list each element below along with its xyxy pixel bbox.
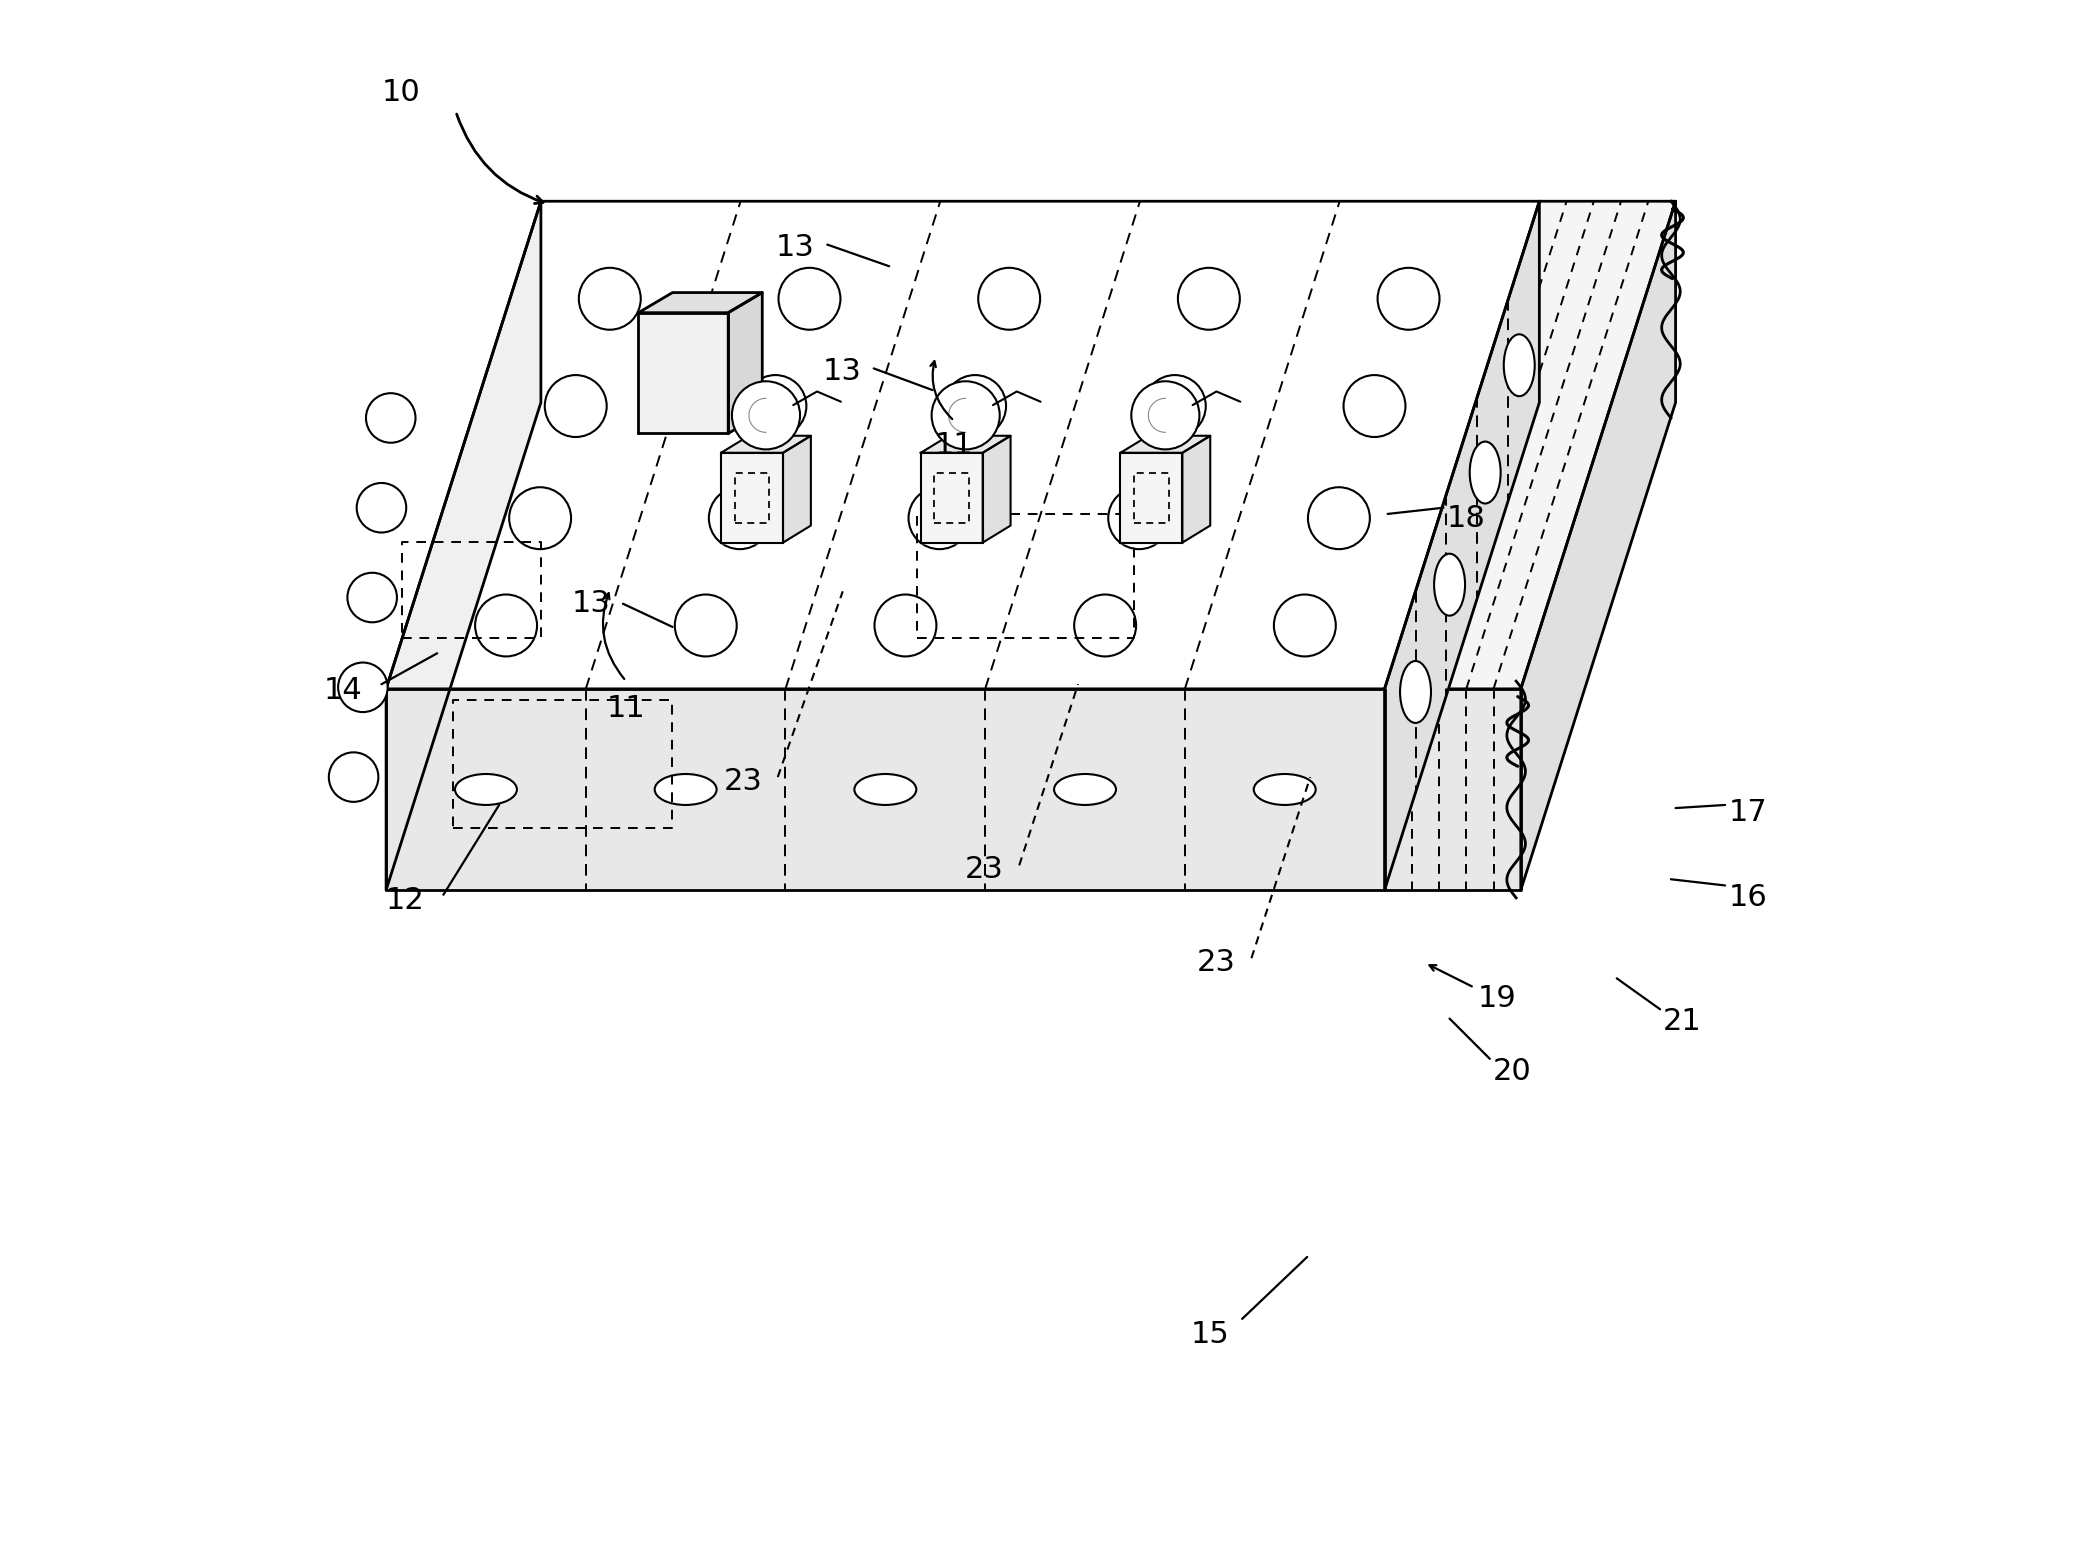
Ellipse shape [656,774,716,805]
Text: 13: 13 [777,234,814,262]
Ellipse shape [1434,554,1466,616]
Polygon shape [1384,689,1520,890]
Polygon shape [1384,201,1675,689]
Circle shape [347,573,397,622]
FancyArrowPatch shape [457,115,543,203]
Ellipse shape [1503,334,1535,396]
Circle shape [1178,268,1240,330]
Ellipse shape [1470,441,1501,503]
FancyArrowPatch shape [603,593,624,680]
Circle shape [908,488,971,550]
Polygon shape [386,201,1539,689]
Polygon shape [720,435,810,452]
Polygon shape [1121,452,1182,542]
Polygon shape [1182,435,1211,542]
Circle shape [357,483,407,533]
Circle shape [578,268,641,330]
Text: 13: 13 [823,358,862,385]
Circle shape [338,663,388,712]
Circle shape [1073,594,1136,656]
Ellipse shape [1253,774,1315,805]
Circle shape [1144,375,1205,437]
Circle shape [977,268,1040,330]
Circle shape [745,375,806,437]
Ellipse shape [1054,774,1115,805]
Polygon shape [1520,201,1675,890]
Circle shape [1274,594,1336,656]
Text: 20: 20 [1493,1057,1533,1085]
Text: 23: 23 [722,768,762,796]
Circle shape [509,488,572,550]
Circle shape [1307,488,1370,550]
FancyArrowPatch shape [1430,966,1472,986]
Ellipse shape [854,774,917,805]
Circle shape [328,752,378,802]
Text: 11: 11 [935,432,973,460]
Text: 10: 10 [382,79,420,107]
Circle shape [779,268,841,330]
Circle shape [1378,268,1439,330]
Circle shape [545,375,608,437]
Circle shape [365,393,416,443]
Polygon shape [386,201,541,890]
Circle shape [476,594,537,656]
Ellipse shape [1401,661,1430,723]
Circle shape [674,594,737,656]
Circle shape [875,594,935,656]
Circle shape [1343,375,1405,437]
Polygon shape [720,452,783,542]
Polygon shape [921,452,983,542]
Text: 12: 12 [386,887,424,915]
Polygon shape [1121,435,1211,452]
Circle shape [733,381,800,449]
Text: 23: 23 [1196,949,1236,977]
Text: 21: 21 [1664,1008,1702,1036]
Circle shape [944,375,1006,437]
Polygon shape [921,435,1011,452]
Text: 18: 18 [1447,505,1485,533]
FancyArrowPatch shape [931,361,952,420]
Text: 11: 11 [608,695,645,723]
Text: 15: 15 [1190,1320,1230,1348]
Polygon shape [386,689,1384,890]
Circle shape [1132,381,1199,449]
Circle shape [931,381,1000,449]
Polygon shape [639,313,729,433]
Polygon shape [639,293,762,313]
Text: 23: 23 [965,856,1004,884]
Polygon shape [783,435,810,542]
Text: 19: 19 [1478,985,1516,1012]
Ellipse shape [455,774,518,805]
Text: 17: 17 [1729,799,1766,827]
Text: 16: 16 [1729,884,1766,912]
Polygon shape [1384,201,1539,890]
Circle shape [708,488,770,550]
Circle shape [1109,488,1169,550]
Polygon shape [729,293,762,433]
Polygon shape [983,435,1011,542]
Text: 14: 14 [324,676,363,704]
Text: 13: 13 [572,590,610,618]
